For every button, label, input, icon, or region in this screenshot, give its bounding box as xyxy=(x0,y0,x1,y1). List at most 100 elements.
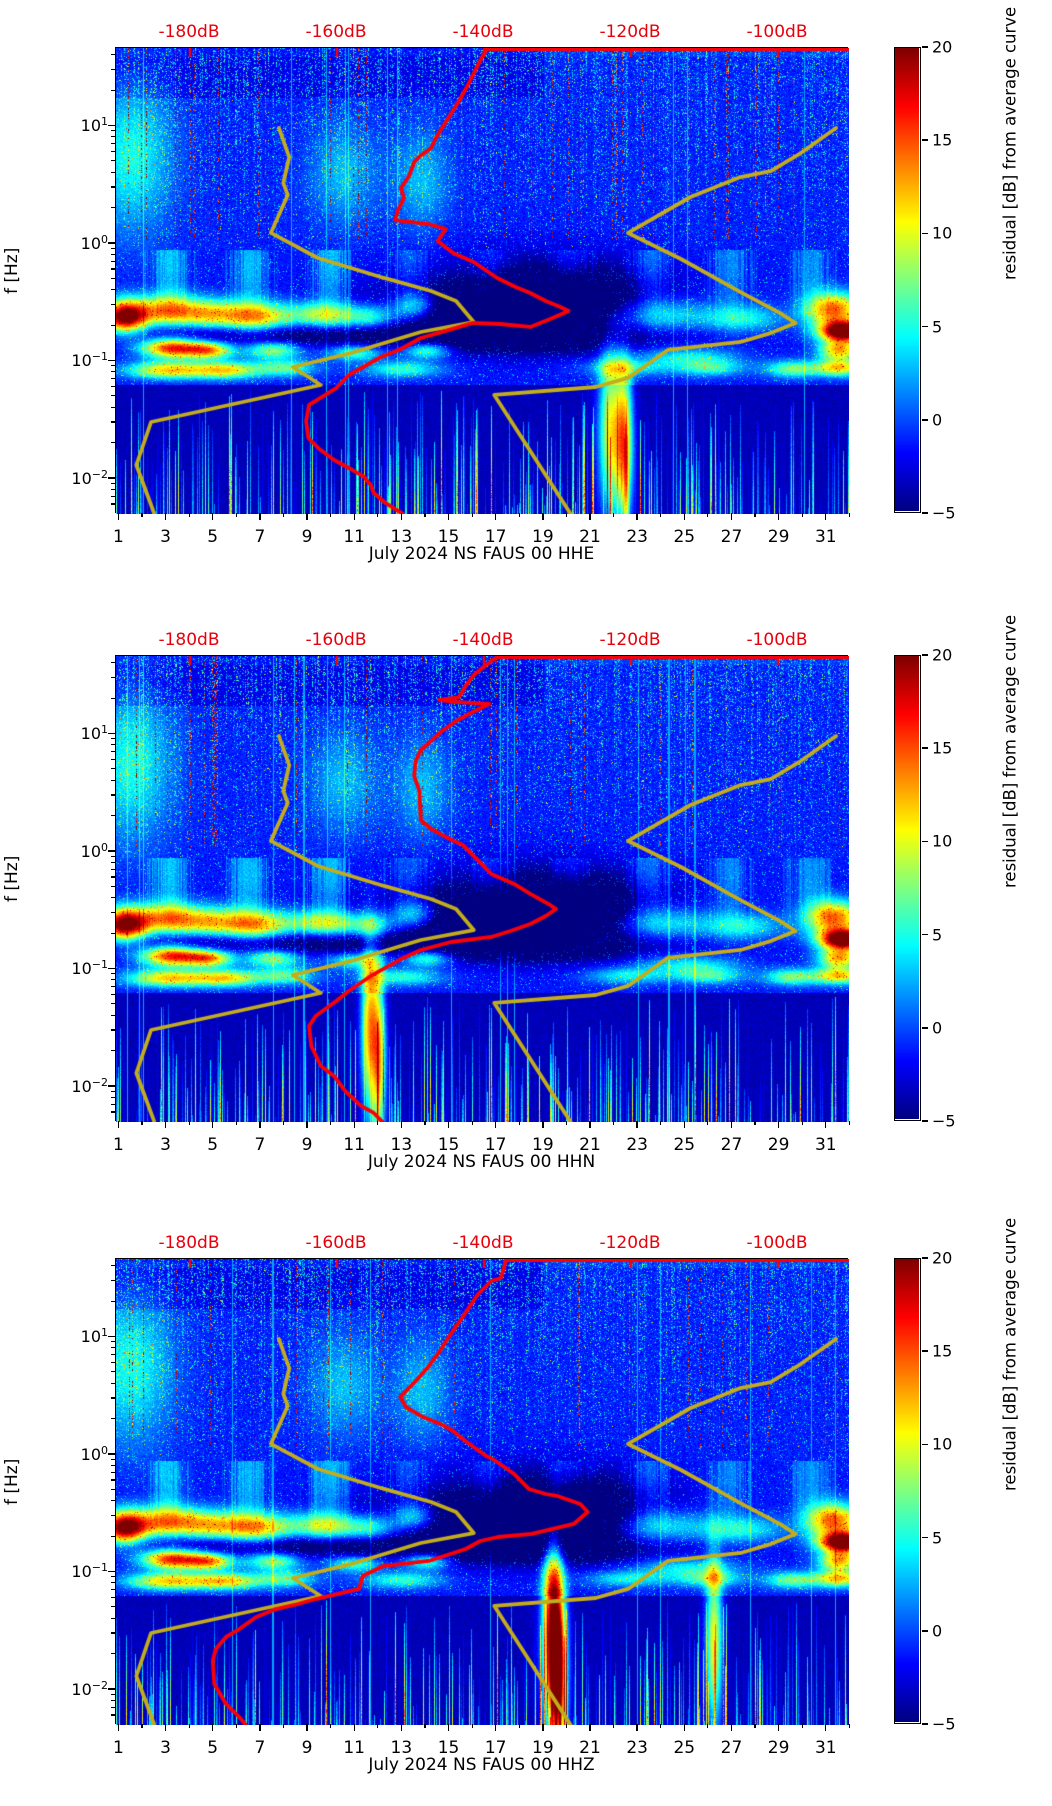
axis-tick xyxy=(518,1724,520,1728)
axis-tick xyxy=(108,1085,115,1087)
axis-tick xyxy=(660,1724,662,1728)
colorbar-tick xyxy=(922,1027,928,1029)
x-tick-label: 13 xyxy=(390,527,413,547)
axis-tick xyxy=(111,1382,115,1384)
axis-tick xyxy=(660,1121,662,1125)
axis-tick xyxy=(111,277,115,279)
axis-tick xyxy=(111,1003,115,1005)
axis-tick xyxy=(188,1724,190,1728)
axis-tick xyxy=(111,54,115,56)
y-tick-label: 100 xyxy=(80,840,108,862)
axis-tick xyxy=(636,1724,638,1731)
axis-tick xyxy=(589,1724,591,1731)
top-db-axis: -180dB -160dB -140dB -120dB -100dB xyxy=(115,630,848,652)
axis-tick xyxy=(306,1724,308,1731)
colorbar-tick xyxy=(922,139,928,141)
axis-tick xyxy=(111,1706,115,1708)
axis-tick xyxy=(801,513,803,517)
x-tick-label: 11 xyxy=(343,527,366,547)
colorbar-tick-label: 15 xyxy=(932,1341,953,1361)
axis-tick xyxy=(188,1121,190,1125)
colorbar-gradient xyxy=(895,656,919,1119)
axis-tick xyxy=(141,513,143,517)
axis-tick xyxy=(589,513,591,520)
top-db-label: -100dB xyxy=(746,1233,808,1253)
colorbar-label: residual [dB] from average curve xyxy=(1000,6,1020,280)
top-db-label: -120dB xyxy=(599,630,661,650)
axis-tick xyxy=(111,1347,115,1349)
top-db-label: -180dB xyxy=(158,1233,220,1253)
x-tick-label: 17 xyxy=(484,1135,507,1155)
axis-tick xyxy=(111,495,115,497)
x-tick-label: 5 xyxy=(207,1135,219,1155)
top-db-label: -160dB xyxy=(305,1233,367,1253)
axis-tick xyxy=(111,676,115,679)
axis-tick xyxy=(111,385,115,388)
axis-tick xyxy=(825,1121,827,1128)
colorbar-tick xyxy=(922,654,928,656)
axis-tick xyxy=(111,1103,115,1105)
top-db-axis: -180dB -160dB -140dB -120dB -100dB xyxy=(115,1233,848,1255)
colorbar-tick-label: 10 xyxy=(932,1434,953,1454)
axis-tick xyxy=(259,1121,261,1128)
axis-tick xyxy=(683,1121,685,1128)
axis-tick xyxy=(111,979,115,981)
axis-tick xyxy=(111,289,115,291)
panel-title: July 2024 NS FAUS 00 HHZ xyxy=(368,1755,595,1775)
spectrogram-plot-area xyxy=(115,47,849,514)
axis-tick xyxy=(565,513,567,517)
axis-tick xyxy=(111,885,115,887)
y-tick-label: 10−1 xyxy=(71,1561,108,1582)
axis-tick xyxy=(377,1121,379,1125)
colorbar-tick-label: 5 xyxy=(932,1528,943,1548)
axis-tick xyxy=(111,186,115,188)
x-tick-label: 3 xyxy=(160,527,171,547)
x-tick-label: 21 xyxy=(579,1135,601,1155)
axis-tick xyxy=(612,1724,615,1728)
axis-tick xyxy=(212,1121,214,1128)
colorbar-tick xyxy=(922,325,928,328)
axis-tick xyxy=(111,1341,115,1343)
axis-tick xyxy=(111,365,115,367)
axis-tick xyxy=(518,1121,520,1125)
axis-tick xyxy=(848,1121,850,1125)
x-tick-label: 21 xyxy=(579,1738,601,1758)
axis-tick xyxy=(111,89,115,91)
axis-tick xyxy=(111,1488,115,1490)
axis-tick xyxy=(117,1724,120,1731)
colorbar-gradient xyxy=(895,48,919,511)
axis-tick xyxy=(108,1453,115,1455)
axis-tick xyxy=(111,876,115,878)
axis-tick xyxy=(330,1724,332,1728)
axis-tick xyxy=(111,1606,115,1608)
colorbar-tick-label: 10 xyxy=(932,831,953,851)
colorbar-tick-label: 20 xyxy=(932,37,953,57)
x-tick-label: 19 xyxy=(532,1738,554,1758)
axis-tick xyxy=(111,1354,115,1356)
axis-tick xyxy=(777,513,780,520)
x-tick-label: 9 xyxy=(301,1738,313,1758)
axis-tick xyxy=(111,503,115,505)
y-tick-label: 100 xyxy=(80,232,108,254)
axis-tick xyxy=(111,171,115,173)
axis-tick xyxy=(108,124,115,127)
x-tick-label: 19 xyxy=(532,527,554,547)
colorbar-tick xyxy=(922,46,928,48)
axis-tick xyxy=(730,1121,733,1128)
axis-tick xyxy=(330,1121,332,1125)
axis-tick xyxy=(212,1724,214,1731)
axis-tick xyxy=(108,967,115,970)
axis-tick xyxy=(111,1458,115,1460)
colorbar-tick xyxy=(922,419,928,421)
axis-tick xyxy=(141,1724,143,1728)
axis-tick xyxy=(111,861,115,863)
y-tick-label: 10−2 xyxy=(71,1678,108,1700)
axis-tick xyxy=(377,1724,379,1728)
axis-tick xyxy=(111,1014,115,1016)
axis-tick xyxy=(111,324,115,326)
axis-tick xyxy=(111,1693,115,1695)
axis-tick xyxy=(565,1724,567,1728)
axis-tick xyxy=(111,815,115,817)
x-tick-label: 13 xyxy=(390,1135,413,1155)
